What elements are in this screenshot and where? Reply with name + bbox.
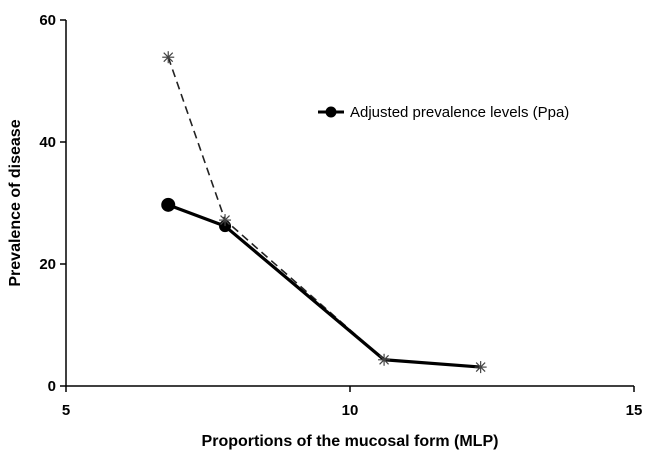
- legend-label: Adjusted prevalence levels (Ppa): [350, 104, 569, 121]
- x-tick-label: 15: [626, 402, 643, 419]
- asterisk-stroke: [379, 354, 390, 365]
- asterisk-stroke: [163, 52, 174, 63]
- x-axis-title: Proportions of the mucosal form (MLP): [202, 433, 499, 450]
- x-tick-label: 5: [62, 402, 70, 419]
- data-point-asterisk: [378, 353, 391, 366]
- y-axis-title: Prevalence of disease: [7, 119, 24, 286]
- y-tick-label: 40: [39, 134, 56, 151]
- data-point-asterisk: [219, 214, 232, 227]
- series-layer: [161, 51, 487, 374]
- legend: Adjusted prevalence levels (Ppa): [318, 104, 569, 121]
- data-point-asterisk: [474, 361, 487, 374]
- y-tick-label: 60: [39, 12, 56, 29]
- y-tick-label: 20: [39, 256, 56, 273]
- data-point-asterisk: [162, 51, 175, 64]
- x-tick-label: 10: [342, 402, 359, 419]
- axes: 0 20 40 60 5 10 15: [39, 12, 642, 419]
- asterisk-stroke: [475, 362, 486, 373]
- legend-marker: [325, 106, 337, 118]
- asterisk-stroke: [220, 215, 230, 226]
- data-point-ppa: [161, 197, 176, 212]
- series-line-solid: [167, 203, 481, 369]
- y-tick-label: 0: [48, 378, 56, 395]
